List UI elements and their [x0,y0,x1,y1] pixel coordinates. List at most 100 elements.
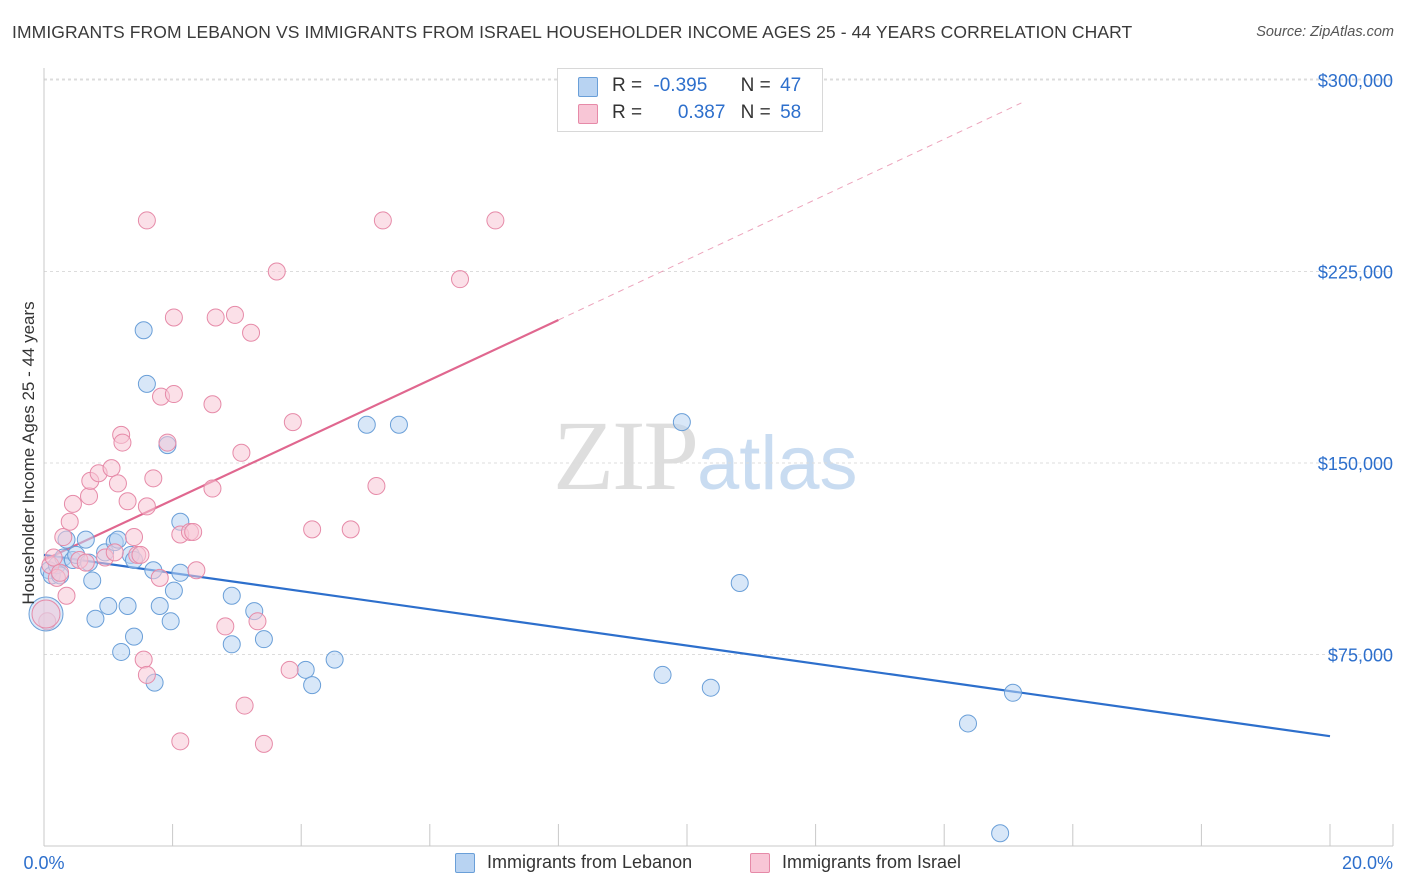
israel-point [113,433,132,452]
israel-swatch [578,104,598,124]
legend-israel-r-value: 0.387 [677,102,726,123]
israel-point [44,548,63,567]
legend-lebanon-r-value: -0.395 [653,75,708,96]
israel-point [137,665,156,684]
israel-point [63,494,82,513]
data-points [28,211,1023,843]
lebanon-point [254,630,273,649]
israel-point [134,650,153,669]
israel-point [31,599,61,629]
legend-lebanon-n-label: N = [740,75,771,96]
israel-trendline [558,102,1022,321]
israel-point [242,323,261,342]
lebanon-point [137,374,156,393]
israel-point [51,563,70,582]
israel-point [184,522,203,541]
israel-point [158,433,177,452]
lebanon-point [83,571,102,590]
lebanon-point [150,596,169,615]
israel-legend-swatch [750,853,770,873]
lebanon-point [653,665,672,684]
israel-point [341,520,360,539]
axis-labels: $75,000 $150,000 $225,000 $300,000 0.0% 20.0%… [19,71,1393,873]
israel-point [60,512,79,531]
israel-point [54,528,73,547]
lebanon-point [991,824,1010,843]
israel-point [283,413,302,432]
israel-point [451,270,470,289]
lebanon-point [325,650,344,669]
legend-lebanon-r-label: R = [612,75,643,96]
israel-point [80,487,99,506]
israel-legend-label: Immigrants from Israel [782,852,962,872]
israel-point [187,561,206,580]
lebanon-point [730,574,749,593]
israel-point [137,211,156,230]
israel-point [131,545,150,564]
lebanon-point [112,642,131,661]
israel-point [232,443,251,462]
gridlines [44,78,1393,655]
lebanon-legend-label: Immigrants from Lebanon [487,852,693,872]
lebanon-point [303,676,322,695]
lebanon-point [296,660,315,679]
lebanon-point [389,415,408,434]
israel-point [216,617,235,636]
israel-point [102,459,121,478]
y-axis-title: Householder Income Ages 25 - 44 years [19,301,38,604]
israel-trendline [43,319,559,562]
y-tick-label: $75,000 [1328,646,1393,666]
source-label: Source: ZipAtlas.com [1256,24,1394,40]
lebanon-point [701,678,720,697]
lebanon-point [99,596,118,615]
israel-point [125,528,144,547]
lebanon-point [86,609,105,628]
israel-point [118,492,137,511]
lebanon-point [958,714,977,733]
lebanon-point [222,586,241,605]
israel-point [367,476,386,495]
y-tick-label: $300,000 [1318,71,1393,91]
x-tick-label: 20.0% [1342,853,1393,873]
legend-israel-n-value: 58 [780,102,802,123]
israel-point [254,734,273,753]
israel-point [137,497,156,516]
israel-point [267,262,286,281]
lebanon-point [125,627,144,646]
correlation-legend: R = -0.395 N = 47 R = 0.387 N = 58 [557,68,823,132]
israel-point [225,305,244,324]
israel-point [235,696,254,715]
chart-title: IMMIGRANTS FROM LEBANON VS IMMIGRANTS FR… [12,22,1133,42]
lebanon-point [357,415,376,434]
israel-point [105,543,124,562]
trendlines [43,102,1331,738]
israel-point [203,395,222,414]
lebanon-point [672,413,691,432]
axes [43,68,1394,847]
lebanon-point [161,612,180,631]
israel-point [57,586,76,605]
lebanon-point [171,563,190,582]
israel-point [280,660,299,679]
lebanon-point [134,321,153,340]
y-tick-label: $150,000 [1318,454,1393,474]
israel-point [206,308,225,327]
lebanon-point [1004,683,1023,702]
lebanon-point [76,530,95,549]
lebanon-swatch [578,77,598,97]
lebanon-trendline [43,553,1331,738]
israel-point [203,479,222,498]
israel-point [171,732,190,751]
israel-point [108,474,127,493]
lebanon-point [222,635,241,654]
israel-point [486,211,505,230]
y-tick-label: $225,000 [1318,263,1393,283]
israel-point [150,568,169,587]
israel-point [373,211,392,230]
legend-lebanon-n-value: 47 [780,75,802,96]
israel-point [303,520,322,539]
x-tick-label: 0.0% [23,853,64,873]
israel-point [248,612,267,631]
lebanon-point [118,596,137,615]
